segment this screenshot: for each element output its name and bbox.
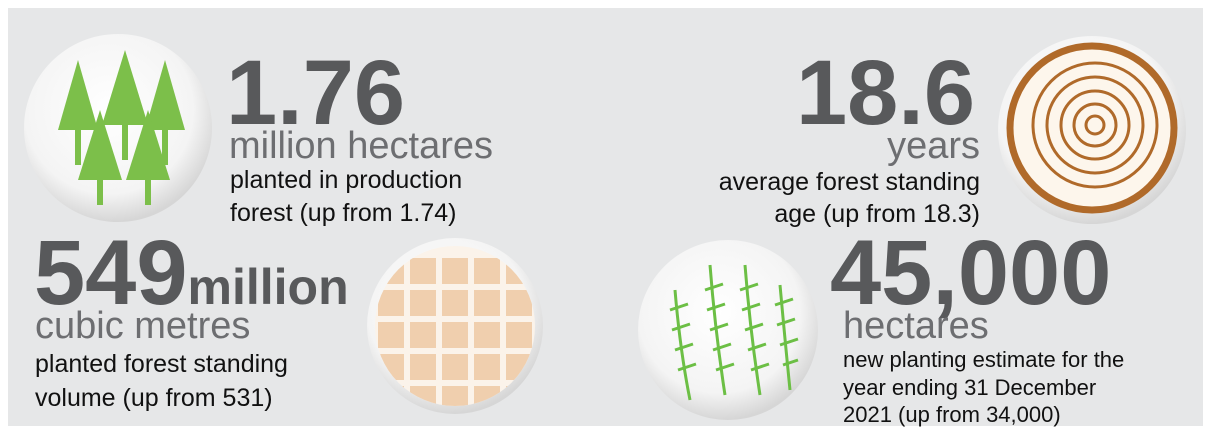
stat-unit: cubic metres — [35, 305, 250, 347]
stat-description: planted in production — [230, 166, 462, 194]
infographic: 1.76 million hectares planted in product… — [0, 0, 1211, 433]
stat-description: volume (up from 531) — [35, 384, 273, 412]
stat-unit: years — [887, 125, 980, 167]
stat-description: planted forest standing — [35, 350, 288, 378]
fern-icon — [638, 240, 818, 420]
stat-description: average forest standing — [719, 168, 980, 196]
log-icon — [998, 36, 1186, 224]
stat-description: 2021 (up from 34,000) — [843, 402, 1061, 427]
stat-unit: hectares — [843, 305, 989, 347]
stat-description: year ending 31 December — [843, 375, 1096, 400]
trees-icon — [24, 34, 212, 222]
stat-description: forest (up from 1.74) — [230, 199, 456, 227]
crate-icon — [367, 238, 543, 414]
stat-description: new planting estimate for the — [843, 347, 1124, 372]
stat-unit: million hectares — [229, 125, 493, 167]
